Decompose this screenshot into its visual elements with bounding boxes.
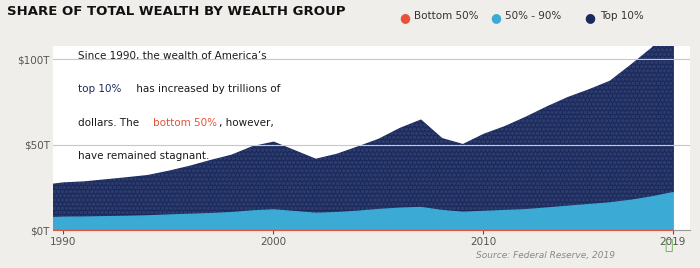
- Text: have remained stagnant.: have remained stagnant.: [78, 151, 209, 161]
- Text: bottom 50%: bottom 50%: [153, 118, 217, 128]
- Text: Since 1990, the wealth of America’s: Since 1990, the wealth of America’s: [78, 51, 267, 61]
- Text: , however,: , however,: [219, 118, 274, 128]
- Text: Source: Federal Reserve, 2019: Source: Federal Reserve, 2019: [476, 251, 615, 260]
- Text: top 10%: top 10%: [78, 84, 121, 94]
- Text: ●: ●: [584, 11, 596, 24]
- Text: ⛰: ⛰: [664, 238, 673, 252]
- Text: Top 10%: Top 10%: [600, 11, 644, 21]
- Text: SHARE OF TOTAL WEALTH BY WEALTH GROUP: SHARE OF TOTAL WEALTH BY WEALTH GROUP: [7, 5, 346, 18]
- Text: dollars. The: dollars. The: [78, 118, 142, 128]
- Text: ●: ●: [399, 11, 410, 24]
- Text: 50% - 90%: 50% - 90%: [505, 11, 561, 21]
- Text: ●: ●: [490, 11, 501, 24]
- Text: Bottom 50%: Bottom 50%: [414, 11, 479, 21]
- Text: has increased by trillions of: has increased by trillions of: [134, 84, 281, 94]
